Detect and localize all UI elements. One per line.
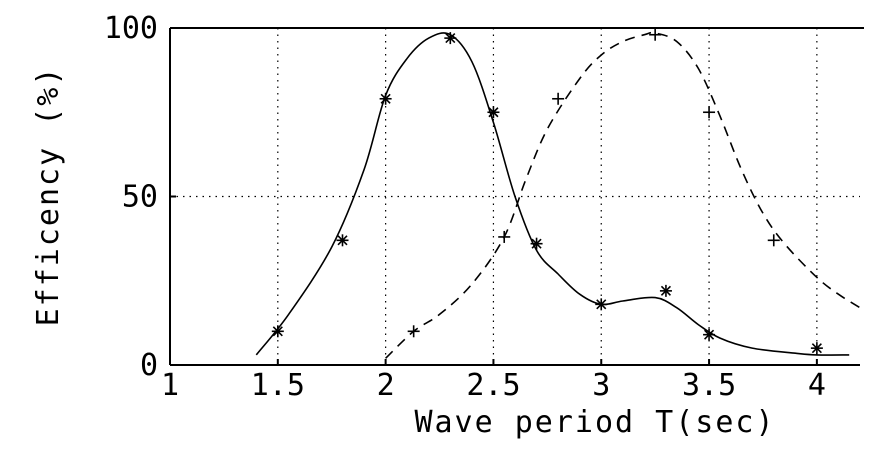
tick-labels: 1 1.5 2 2.5 3 3.5 4 0 50 100 <box>104 11 826 403</box>
marker-stroke <box>337 235 348 246</box>
y-axis-title: Efficency (%) <box>31 66 66 327</box>
x-tick-label: 3.5 <box>682 368 736 403</box>
x-axis-title: Wave period T(sec) <box>414 405 775 440</box>
asterisk-marker <box>379 92 392 105</box>
marker-stroke <box>660 285 672 296</box>
asterisk-marker <box>703 328 716 341</box>
asterisk-marker <box>659 284 672 297</box>
asterisk-marker <box>336 234 349 247</box>
marker-stroke <box>488 107 499 118</box>
marker-stroke <box>531 238 542 249</box>
x-tick-label: 3 <box>592 368 610 403</box>
marker-stroke <box>596 299 607 310</box>
plot-frame <box>169 27 864 366</box>
plus-marker <box>649 28 662 41</box>
marker-stroke <box>445 33 456 44</box>
y-tick-label: 50 <box>122 180 158 215</box>
asterisk-marker <box>271 325 284 338</box>
plus-marker <box>552 92 565 105</box>
x-tick-label: 2 <box>377 368 395 403</box>
x-tick-label: 4 <box>808 368 826 403</box>
plus-marker <box>498 230 511 243</box>
marker-stroke <box>811 343 822 354</box>
asterisk-marker <box>444 32 457 45</box>
series-2-curve <box>385 31 861 359</box>
x-tick-label: 1.5 <box>251 368 305 403</box>
asterisk-marker <box>530 237 543 250</box>
marker-stroke <box>703 329 715 340</box>
y-tick-label: 0 <box>140 348 158 383</box>
x-tick-label: 2.5 <box>466 368 520 403</box>
plus-marker <box>703 106 716 119</box>
marker-stroke <box>272 326 283 337</box>
asterisk-marker <box>810 342 823 355</box>
plus-marker <box>767 234 780 247</box>
plus-marker <box>407 325 420 338</box>
x-tick-label: 1 <box>161 368 179 403</box>
series-curves <box>255 31 861 359</box>
asterisk-marker <box>595 298 608 311</box>
asterisk-marker <box>487 106 500 119</box>
series-1-curve <box>255 32 850 356</box>
marker-stroke <box>380 93 391 104</box>
y-tick-label: 100 <box>104 11 158 46</box>
data-markers <box>271 28 823 355</box>
